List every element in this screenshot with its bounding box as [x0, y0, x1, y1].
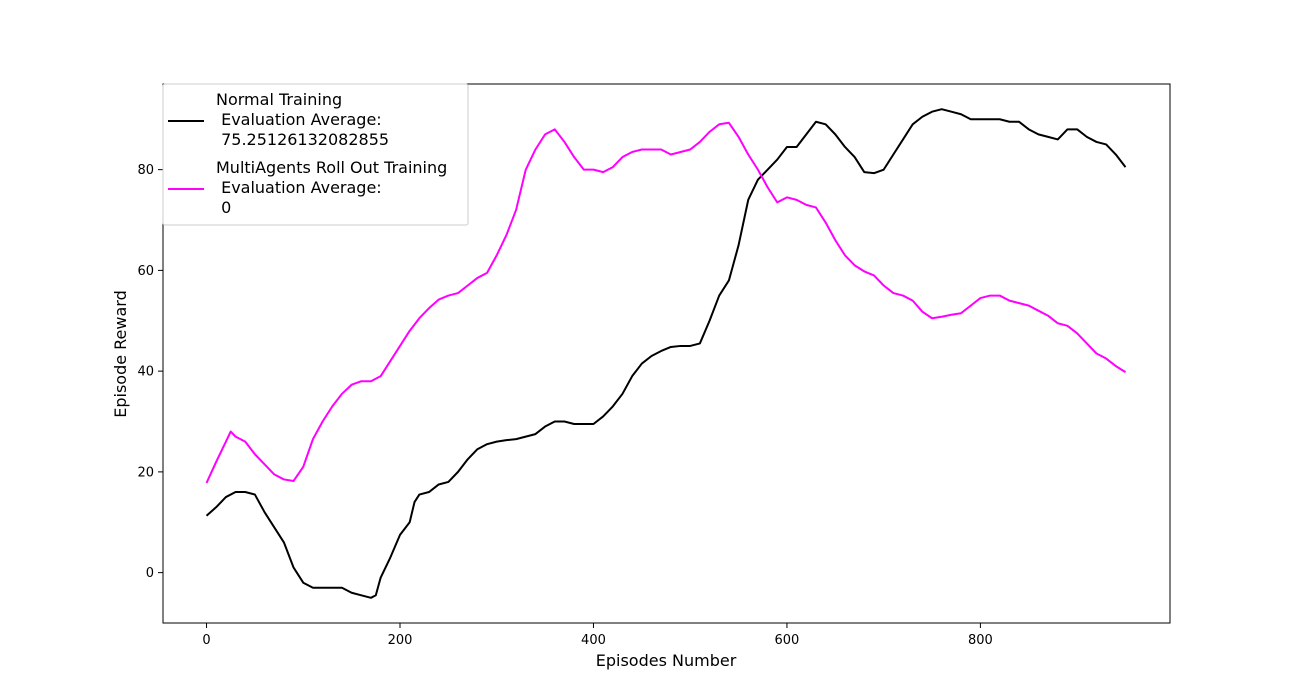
x-tick-label: 800 [968, 633, 993, 648]
y-tick-label: 60 [137, 264, 154, 279]
plot-area-frame [162, 83, 1171, 624]
x-tick-label: 200 [388, 633, 413, 648]
series-layer [205, 108, 1127, 599]
legend-label-1: Normal Training Evaluation Average: 75.2… [216, 90, 389, 149]
legend: Normal Training Evaluation Average: 75.2… [162, 83, 469, 226]
series-line-1 [205, 108, 1127, 599]
x-tick-label: 600 [775, 633, 800, 648]
y-axis: 0 20 40 60 80 [137, 163, 163, 581]
x-axis-label: Episodes Number [596, 651, 737, 670]
y-axis-label: Episode Reward [111, 290, 130, 418]
y-tick-label: 20 [137, 465, 154, 480]
series-line-2 [205, 121, 1127, 484]
x-tick-label: 400 [581, 633, 606, 648]
legend-label-2: MultiAgents Roll Out Training Evaluation… [216, 158, 447, 217]
y-tick-label: 40 [137, 365, 154, 380]
x-tick-label: 0 [202, 633, 210, 648]
y-tick-label: 80 [137, 163, 154, 178]
x-axis: 0 200 400 600 800 [202, 623, 993, 648]
legend-box [162, 83, 469, 226]
y-tick-label: 0 [146, 566, 154, 581]
